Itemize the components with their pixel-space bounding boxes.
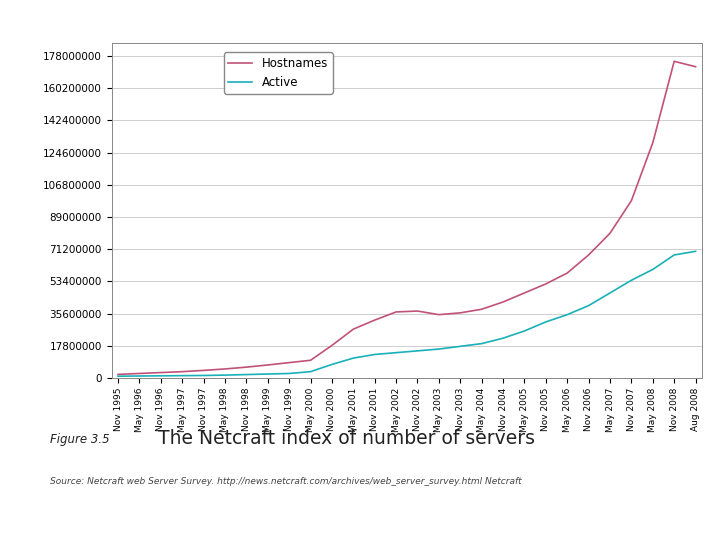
Hostnames [691,64,700,70]
Active [135,373,144,379]
Active [435,346,444,352]
Active [585,302,593,309]
Active [520,328,528,334]
Active [156,373,165,379]
Line: Active: Active [118,251,696,376]
Hostnames [477,306,486,313]
Hostnames [563,270,572,276]
Hostnames [606,230,614,237]
Hostnames [349,326,358,333]
Hostnames [370,317,379,323]
Active [691,248,700,254]
Hostnames [285,360,294,366]
Active [413,348,422,354]
Hostnames [670,58,678,65]
Active [178,373,186,379]
Hostnames [499,299,508,305]
Hostnames [413,308,422,314]
Hostnames [114,371,122,377]
Hostnames [392,309,400,315]
Legend: Hostnames, Active: Hostnames, Active [224,52,333,94]
Active [370,351,379,357]
Hostnames [520,289,528,296]
Active [477,340,486,347]
Active [541,319,550,325]
Hostnames [585,252,593,258]
Active [328,361,336,368]
Hostnames [328,342,336,349]
Hostnames [264,362,272,368]
Active [220,372,229,379]
Hostnames [541,281,550,287]
Active [114,373,122,380]
Active [606,289,614,296]
Hostnames [178,368,186,375]
Active [242,372,251,378]
Hostnames [156,369,165,376]
Hostnames [649,139,657,146]
Hostnames [306,357,315,363]
Active [649,266,657,273]
Active [285,370,294,377]
Active [627,277,636,284]
Text: Figure 3.5: Figure 3.5 [50,433,110,446]
Hostnames [220,366,229,372]
Text: The Netcraft index of number of servers: The Netcraft index of number of servers [158,429,536,448]
Hostnames [627,198,636,204]
Active [563,312,572,318]
Text: Source: Netcraft web Server Survey. http://news.netcraft.com/archives/web_server: Source: Netcraft web Server Survey. http… [50,477,522,486]
Active [392,349,400,356]
Line: Hostnames: Hostnames [118,62,696,374]
Active [349,355,358,361]
Hostnames [435,312,444,318]
Active [199,372,208,379]
Active [456,343,464,349]
Hostnames [199,367,208,374]
Active [264,371,272,377]
Hostnames [135,370,144,377]
Active [499,335,508,341]
Active [670,252,678,258]
Hostnames [456,309,464,316]
Active [306,368,315,375]
Hostnames [242,364,251,370]
